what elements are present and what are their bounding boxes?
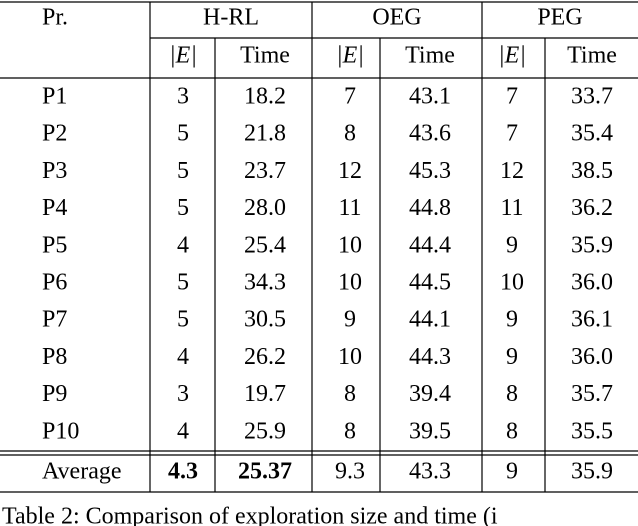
cell: 8 [344,381,356,407]
cell: 43.3 [409,459,451,485]
cell: 8 [506,381,518,407]
cell: 9 [506,307,518,333]
cell: 8 [344,121,356,147]
cell: 35.7 [571,381,613,407]
cell: 7 [506,84,518,110]
cell: 5 [177,307,189,333]
cell: 5 [177,121,189,147]
cell: 33.7 [571,84,613,110]
cell: 8 [344,418,356,444]
cell: 21.8 [244,121,286,147]
cell: 36.1 [571,307,613,333]
row-label: P6 [42,270,67,296]
row-label: Average [42,459,122,485]
cell: 19.7 [244,381,286,407]
cell: 25.37 [238,459,292,485]
row-label: P4 [42,195,67,221]
cell: 43.6 [409,121,451,147]
cell: 45.3 [409,158,451,184]
cell: 25.9 [244,418,286,444]
cell: 34.3 [244,270,286,296]
cell: 9 [506,232,518,258]
row-label: P7 [42,307,67,333]
cell: 18.2 [244,84,286,110]
cell: 10 [338,270,362,296]
cell: 35.5 [571,418,613,444]
cell: 5 [177,270,189,296]
row-label: P2 [42,121,67,147]
cell: 38.5 [571,158,613,184]
cell: 9 [344,307,356,333]
sub-header: Time [240,43,290,69]
cell: 5 [177,195,189,221]
cell: 36.0 [571,344,613,370]
cell: 7 [506,121,518,147]
cell: 4 [177,418,189,444]
cell: 9 [506,344,518,370]
cell: 39.5 [409,418,451,444]
cell: 25.4 [244,232,286,258]
row-label: P9 [42,381,67,407]
cell: 4.3 [168,459,198,485]
sub-header: Time [405,43,455,69]
cell: 35.9 [571,459,613,485]
group-header: H-RL [203,5,259,31]
sub-header: |E| [169,43,197,69]
cell: 7 [344,84,356,110]
cell: 11 [338,195,361,221]
cell: 43.1 [409,84,451,110]
row-label: P8 [42,344,67,370]
row-label: P3 [42,158,67,184]
cell: 10 [338,344,362,370]
row-label: P1 [42,84,67,110]
caption: Table 2: Comparison of exploration size … [2,504,498,526]
cell: 9.3 [335,459,365,485]
cell: 9 [506,459,518,485]
cell: 3 [177,84,189,110]
cell: 4 [177,344,189,370]
cell: 28.0 [244,195,286,221]
cell: 3 [177,381,189,407]
group-header: OEG [372,5,421,31]
cell: 44.4 [409,232,451,258]
cell: 10 [500,270,524,296]
cell: 35.9 [571,232,613,258]
cell: 36.2 [571,195,613,221]
cell: 36.0 [571,270,613,296]
cell: 11 [500,195,523,221]
cell: 30.5 [244,307,286,333]
row-label: P5 [42,232,67,258]
cell: 4 [177,232,189,258]
cell: 44.3 [409,344,451,370]
cell: 12 [500,158,524,184]
cell: 23.7 [244,158,286,184]
cell: 12 [338,158,362,184]
sub-header: |E| [498,43,526,69]
cell: 26.2 [244,344,286,370]
cell: 44.5 [409,270,451,296]
corner-header: Pr. [42,5,68,31]
cell: 8 [506,418,518,444]
cell: 5 [177,158,189,184]
cell: 10 [338,232,362,258]
group-header: PEG [537,5,582,31]
sub-header: Time [567,43,617,69]
cell: 44.1 [409,307,451,333]
sub-header: |E| [336,43,364,69]
row-label: P10 [42,418,79,444]
cell: 39.4 [409,381,451,407]
cell: 44.8 [409,195,451,221]
cell: 35.4 [571,121,613,147]
